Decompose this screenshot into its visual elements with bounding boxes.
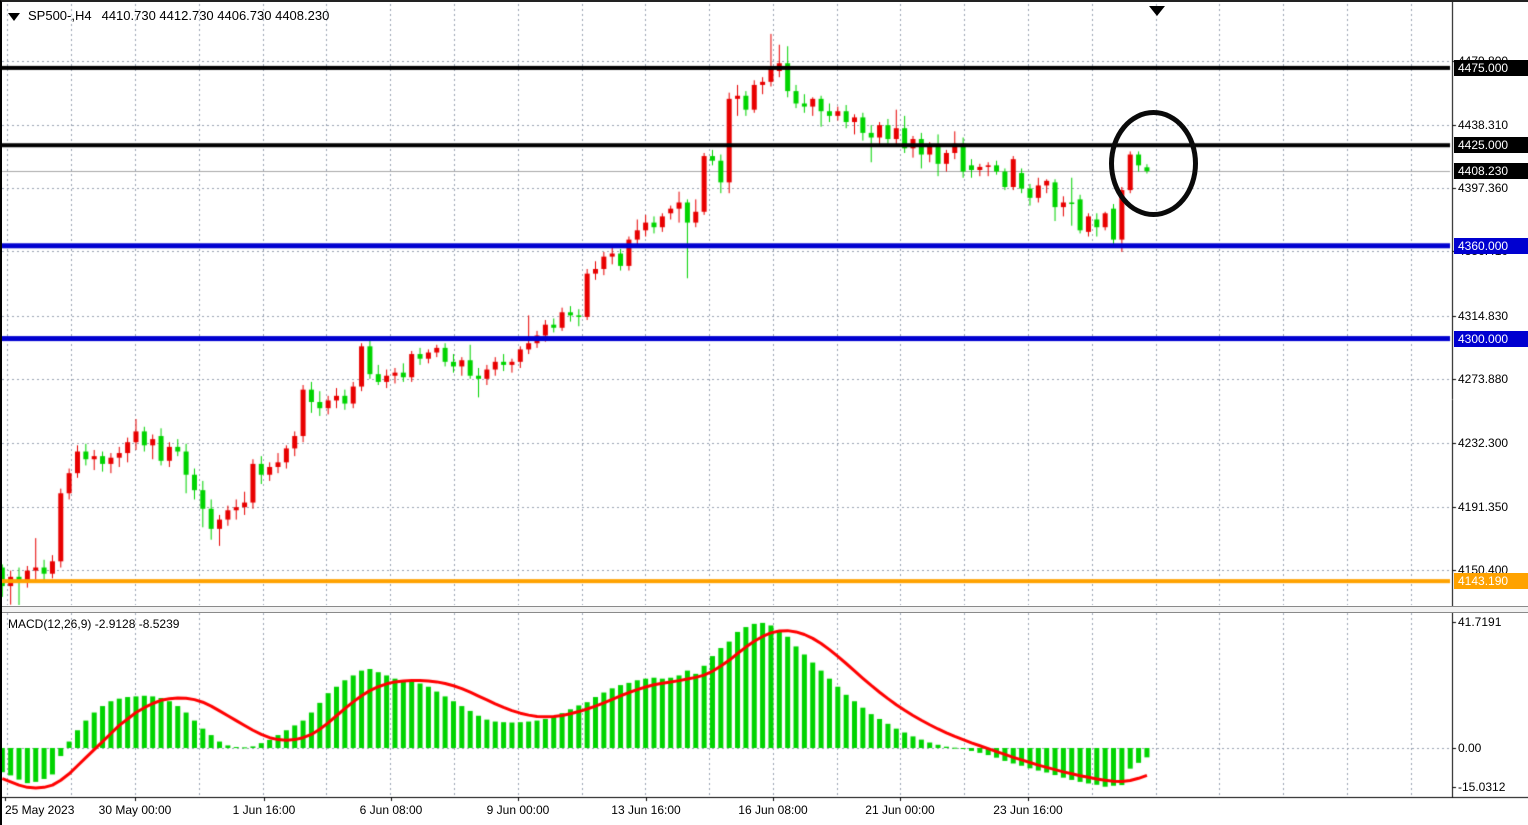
chart-title: SP500-,H4 4410.730 4412.730 4406.730 4408… [8,8,329,23]
price-tick-label: 4438.310 [1458,117,1509,132]
price-level-badge: 4143.190 [1454,573,1528,590]
time-axis-label: 23 Jun 16:00 [993,803,1063,817]
title-ohlc-values: 4410.730 4412.730 4406.730 4408.230 [101,8,330,23]
price-level-badge: 4300.000 [1454,330,1528,347]
price-tick-label: 4273.880 [1458,372,1509,386]
price-tick-label: 4397.360 [1458,181,1509,195]
time-axis-label: 21 Jun 00:00 [865,803,935,817]
time-axis-label: 30 May 00:00 [98,803,172,817]
price-tick-label: 4232.300 [1458,436,1509,451]
current-price-badge: 4408.230 [1454,163,1528,180]
time-axis-label: 9 Jun 00:00 [486,803,550,817]
macd-indicator-label: MACD(12,26,9) -2.9128 -8.5239 [8,617,180,631]
price-level-badge: 4360.000 [1454,237,1528,254]
macd-axis-label: -15.0312 [1458,780,1506,794]
price-level-badge: 4475.000 [1454,59,1528,76]
chart-shift-marker-icon[interactable] [1149,6,1165,16]
time-axis-label: 6 Jun 08:00 [359,803,423,817]
time-axis-label: 16 Jun 08:00 [738,803,808,817]
time-axis-label: 1 Jun 16:00 [232,803,296,817]
annotation-circle-icon[interactable] [1109,110,1198,217]
price-tick-label: 4314.830 [1458,308,1509,323]
macd-axis-label: 41.7191 [1458,615,1502,629]
price-level-badge: 4425.000 [1454,137,1528,154]
symbol-triangle-icon [8,12,20,21]
time-axis-label: 13 Jun 16:00 [611,803,681,817]
title-symbol-period: SP500-,H4 [28,8,92,23]
macd-axis-label: 0.00 [1458,741,1482,755]
panel-divider[interactable] [2,606,1528,613]
time-axis-label: 25 May 2023 [5,803,75,817]
price-tick-label: 4191.350 [1458,499,1509,514]
